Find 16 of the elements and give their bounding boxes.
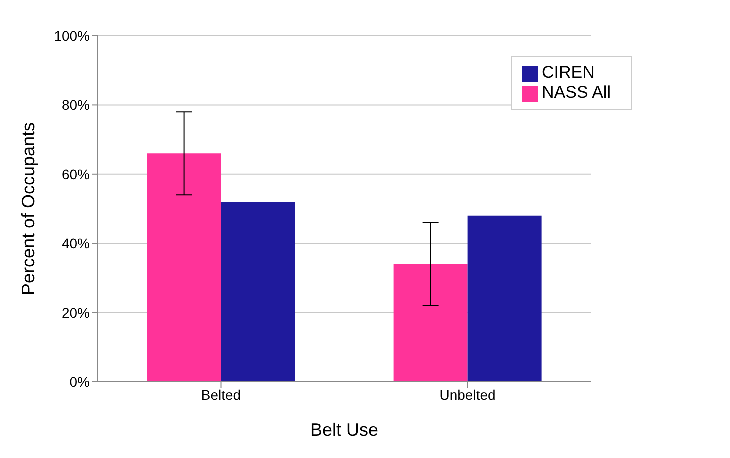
bar xyxy=(468,216,542,382)
y-axis-title: Percent of Occupants xyxy=(18,122,38,296)
y-tick-label: 80% xyxy=(62,97,90,114)
x-tick-label: Unbelted xyxy=(440,386,496,403)
y-tick-label: 40% xyxy=(62,236,90,252)
y-tick-label: 60% xyxy=(62,166,90,182)
bar xyxy=(221,202,296,382)
y-tick-label: 100% xyxy=(54,28,90,44)
bar xyxy=(147,154,222,382)
y-tick-label: 20% xyxy=(62,304,90,321)
bar xyxy=(394,264,468,382)
x-axis-title: Belt Use xyxy=(310,420,379,440)
x-tick-label: Belted xyxy=(201,386,242,403)
y-tick-label: 0% xyxy=(70,374,90,390)
legend-label: CIREN xyxy=(542,63,595,82)
legend-label: NASS All xyxy=(542,83,611,102)
